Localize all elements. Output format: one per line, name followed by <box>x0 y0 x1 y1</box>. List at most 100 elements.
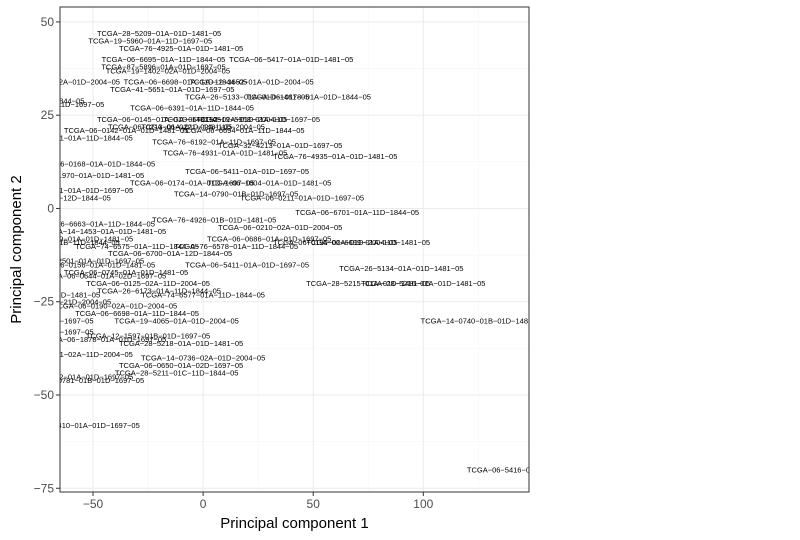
point-label: TCGA−76−6192−01A−11D−1697−05 <box>152 137 276 146</box>
point-label: TCGA−14−0790−01B−01D−1697−05 <box>174 190 298 199</box>
panel-background <box>60 7 529 492</box>
point-label: TCGA−06−6700−01A−12D−1844−05 <box>108 249 232 258</box>
point-label: TCGA−06−0171−02A−11D−2004−05 <box>9 350 133 359</box>
point-label: TCGA−06−6701−01A−11D−1844−05 <box>295 208 419 217</box>
point-label: TCGA−28−5209−01A−01D−1481−05 <box>97 29 221 38</box>
point-label: TCGA−14−0740−01B−01D−1481−05 <box>421 316 545 325</box>
point-label: TCGA−76−4925−01A−01D−1481−05 <box>119 44 243 53</box>
point-label: TCGA−06−6698−01A−11D−1844−05 <box>124 78 248 87</box>
y-tick-label: −25 <box>34 295 55 309</box>
point-label: TCGA−76−6663−01A−11D−1844−05 <box>31 219 155 228</box>
point-label: TCGA−06−1878−01A−01D−1697−05 <box>42 335 166 344</box>
point-label: TCGA−06−0178−01A−01D−1844−05 <box>247 93 371 102</box>
point-label: TCGA−32−4213−01A−01D−1697−05 <box>218 141 342 150</box>
panel-border <box>59 6 530 493</box>
point-label: TCGA−06−0190−02A−01D−2004−05 <box>273 238 397 247</box>
point-label: TCGA−06−0190−02A−01D−2004−05 <box>53 301 177 310</box>
point-label: TCGA−76−6578−01A−11D−1844−05 <box>174 242 298 251</box>
point-label: TCGA−12−1597−01B−01D−1697−05 <box>86 331 210 340</box>
point-label: TCGA−14−0701−01A−11D−1844−05 <box>0 96 84 105</box>
point-label: TCGA−06−6695−01A−11D−1844−05 <box>102 55 226 64</box>
point-label: TCGA−06−0211−01A−01D−1697−05 <box>240 193 364 202</box>
point-label: TCGA−06−0174−01A−01D−1697−05 <box>130 178 254 187</box>
point-label: TCGA−14−1034−02A−01D−2004−05 <box>0 78 120 87</box>
y-tick-label: 0 <box>47 201 54 215</box>
point-label: TCGA−28−5215−01A−01D−1481−05 <box>306 279 430 288</box>
point-label: TCGA−06−0142−01A−01D−1481−05 <box>64 126 188 135</box>
point-label: TCGA−06−0168−01A−01D−1844−05 <box>31 160 155 169</box>
point-label: TCGA−76−6191−01A−11D−1844−05 <box>9 134 133 143</box>
point-label: TCGA−87−5896−01A−01D−1697−05 <box>101 63 225 72</box>
y-axis-ticks: −75 −50 −25 0 25 50 <box>34 15 60 495</box>
point-label: TCGA−12−3652−01A−01D−2004−05 <box>189 78 313 87</box>
y-axis-title: Principal component 2 <box>8 175 25 323</box>
x-axis-ticks: −50 0 50 100 <box>83 492 434 511</box>
point-label: TCGA−26−5134−01A−01D−1481−05 <box>339 264 463 273</box>
point-label: TCGA−41−5651−01A−01D−1697−05 <box>110 85 234 94</box>
point-label: TCGA−19−1402−02A−01D−2004−05 <box>106 66 230 75</box>
x-tick-label: 50 <box>307 497 321 511</box>
y-tick-label: 50 <box>41 15 55 29</box>
point-label: TCGA−12−1093−01B−11D−1844−05 <box>0 238 120 247</box>
point-label: TCGA−06−0125−02A−11D−2004−05 <box>86 279 210 288</box>
point-label: TCGA−06−6699−01A−11D−1481−05 <box>306 238 430 247</box>
point-label: TCGA−06−6391−01A−11D−1844−05 <box>130 104 254 113</box>
point-label: TCGA−06−0745−01A−01D−1481−05 <box>64 268 188 277</box>
point-label: TCGA−19−5958−01A−11D−1697−05 <box>196 115 320 124</box>
point-label: TCGA−06−0213−01A−01D−1481−05 <box>108 122 232 131</box>
point-label: TCGA−06−0210−02A−01D−2004−05 <box>218 223 342 232</box>
point-label: TCGA−32−1970−01A−01D−1481−05 <box>20 171 144 180</box>
point-label: TCGA−19−1389−02A−21D−2004−05 <box>0 298 111 307</box>
point-label: TCGA−14−0736−02A−01D−2004−05 <box>141 354 265 363</box>
point-label: TCGA−06−1806−01A−02D−1697−05 <box>0 316 94 325</box>
point-label: TCGA−06−0686−01A−01D−1697−05 <box>207 234 331 243</box>
point-label: TCGA−06−0221−02A−11D−2004−05 <box>141 122 265 131</box>
x-tick-label: −50 <box>83 497 104 511</box>
point-label: TCGA−26−6173−01A−11D−1844−05 <box>97 287 221 296</box>
minor-gridlines <box>60 7 529 492</box>
point-label: TCGA−06−5856−01A−01D−1697−05 <box>0 328 94 337</box>
point-label: TCGA−06−5417−01A−01D−1481−05 <box>229 55 353 64</box>
point-labels: TCGA−28−5209−01A−01D−1481−05TCGA−19−5960… <box>0 29 591 475</box>
point-label: TCGA−19−5960−01A−11D−1697−05 <box>88 37 212 46</box>
point-label: TCGA−06−0129−01A−01D−1481−05 <box>0 290 100 299</box>
point-label: TCGA−06−5411−01A−01D−1697−05 <box>185 260 309 269</box>
point-label: TCGA−06−1804−01A−01D−1481−05 <box>207 178 331 187</box>
point-label: TCGA−28−5211−01C−11D−1844−05 <box>115 369 239 378</box>
y-tick-label: 25 <box>41 108 55 122</box>
point-label: TCGA−08−0781−01B−01D−1697−05 <box>20 376 144 385</box>
point-label: TCGA−76−4931−01A−01D−1481−05 <box>163 149 287 158</box>
point-label: TCGA−06−0156−01A−01D−1481−05 <box>31 260 155 269</box>
point-label: TCGA−06−0145−01A−01D−1481−05 <box>97 115 221 124</box>
point-label: TCGA−76−4926−01B−01D−1481−05 <box>152 216 276 225</box>
point-label: TCGA−74−6575−01A−11D−1844−05 <box>75 242 199 251</box>
point-label: TCGA−06−5410−01A−01D−1697−05 <box>15 421 139 430</box>
point-label: TCGA−28−2501−01A−01D−1697−05 <box>20 257 144 266</box>
x-axis-title: Principal component 1 <box>220 515 368 532</box>
point-label: TCGA−14−1453−01A−01D−1481−05 <box>42 227 166 236</box>
point-label: TCGA−19−1389−01A−01D−1481−05 <box>9 234 133 243</box>
point-label: TCGA−06−6698−01A−11D−1844−05 <box>75 309 199 318</box>
point-label: TCGA−28−5216−01A−01D−1481−05 <box>361 279 485 288</box>
point-label: TCGA−76−4935−01A−01D−1481−05 <box>273 152 397 161</box>
point-label: TCGA−26−5133−01A−01D−1481−05 <box>185 93 309 102</box>
point-label: TCGA−74−6577−01A−11D−1844−05 <box>141 290 265 299</box>
point-label: TCGA−06−5412−01A−01D−1697−05 <box>9 372 133 381</box>
point-label: TCGA−06−0650−01A−02D−1697−05 <box>119 361 243 370</box>
point-label: TCGA−06−6694−01A−11D−1844−05 <box>181 126 305 135</box>
x-tick-label: 100 <box>413 497 433 511</box>
point-label: TCGA−06−0644−01A−02D−1697−05 <box>42 272 166 281</box>
point-label: TCGA−06−5411−01A−01D−1697−05 <box>185 167 309 176</box>
point-label: TCGA−28−5218−01A−01D−1481−05 <box>119 339 243 348</box>
point-label: TCGA−06−0152−02A−01D−2004−05 <box>163 115 287 124</box>
major-gridlines <box>60 7 529 492</box>
x-tick-label: 0 <box>200 497 207 511</box>
y-tick-label: −50 <box>34 388 55 402</box>
point-label: TCGA−81−5911−01A−12D−1844−05 <box>0 193 111 202</box>
y-tick-label: −75 <box>34 481 55 495</box>
point-label: TCGA−19−4065−01A−01D−2004−05 <box>115 316 239 325</box>
point-label: TCGA−06−6389−01A−11D−1697−05 <box>0 100 104 109</box>
point-label: TCGA−41−5651−01A−01D−1697−05 <box>9 186 133 195</box>
point-label: TCGA−06−5416−01A−01D−1481−05 <box>467 466 591 475</box>
